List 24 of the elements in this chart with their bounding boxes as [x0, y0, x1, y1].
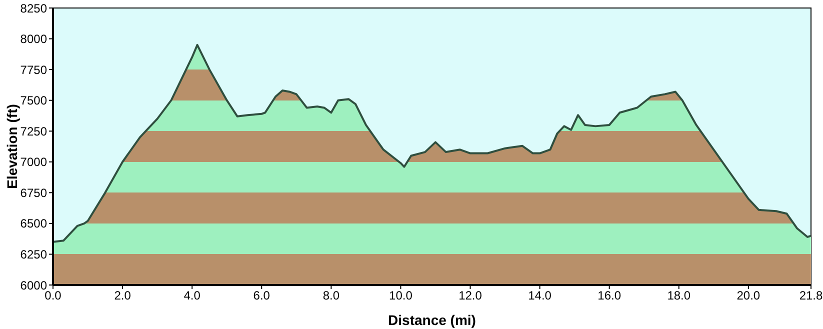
y-tick-label: 6750 — [20, 186, 48, 200]
x-tick-label: 12.0 — [458, 288, 482, 303]
x-tick-label: 4.0 — [184, 288, 201, 303]
x-tick-label: 6.0 — [253, 288, 270, 303]
y-axis-title: Elevation (ft) — [4, 104, 20, 189]
x-tick-label: 2.0 — [114, 288, 132, 303]
y-tick-label: 6250 — [20, 247, 48, 262]
x-tick-label: 8.0 — [322, 288, 340, 303]
x-tick-label: 21.8 — [799, 288, 823, 303]
y-tick-label: 7750 — [20, 62, 48, 77]
x-tick-label: 16.0 — [598, 288, 622, 303]
x-axis-title: Distance (mi) — [388, 312, 476, 328]
y-tick-label: 7500 — [20, 94, 48, 108]
x-tick-label: 18.0 — [667, 288, 691, 303]
y-tick-label: 6000 — [20, 278, 48, 292]
x-tick-label: 14.0 — [528, 288, 552, 303]
x-tick-label: 0.0 — [44, 288, 62, 303]
x-tick-label: 20.0 — [736, 288, 760, 303]
x-tick-label: 10.0 — [389, 288, 413, 303]
y-tick-label: 7000 — [20, 155, 48, 170]
y-tick-label: 8250 — [20, 1, 48, 16]
y-tick-label: 6500 — [20, 216, 48, 231]
y-tick-label: 8000 — [20, 32, 48, 46]
y-tick-label: 7250 — [20, 124, 48, 138]
